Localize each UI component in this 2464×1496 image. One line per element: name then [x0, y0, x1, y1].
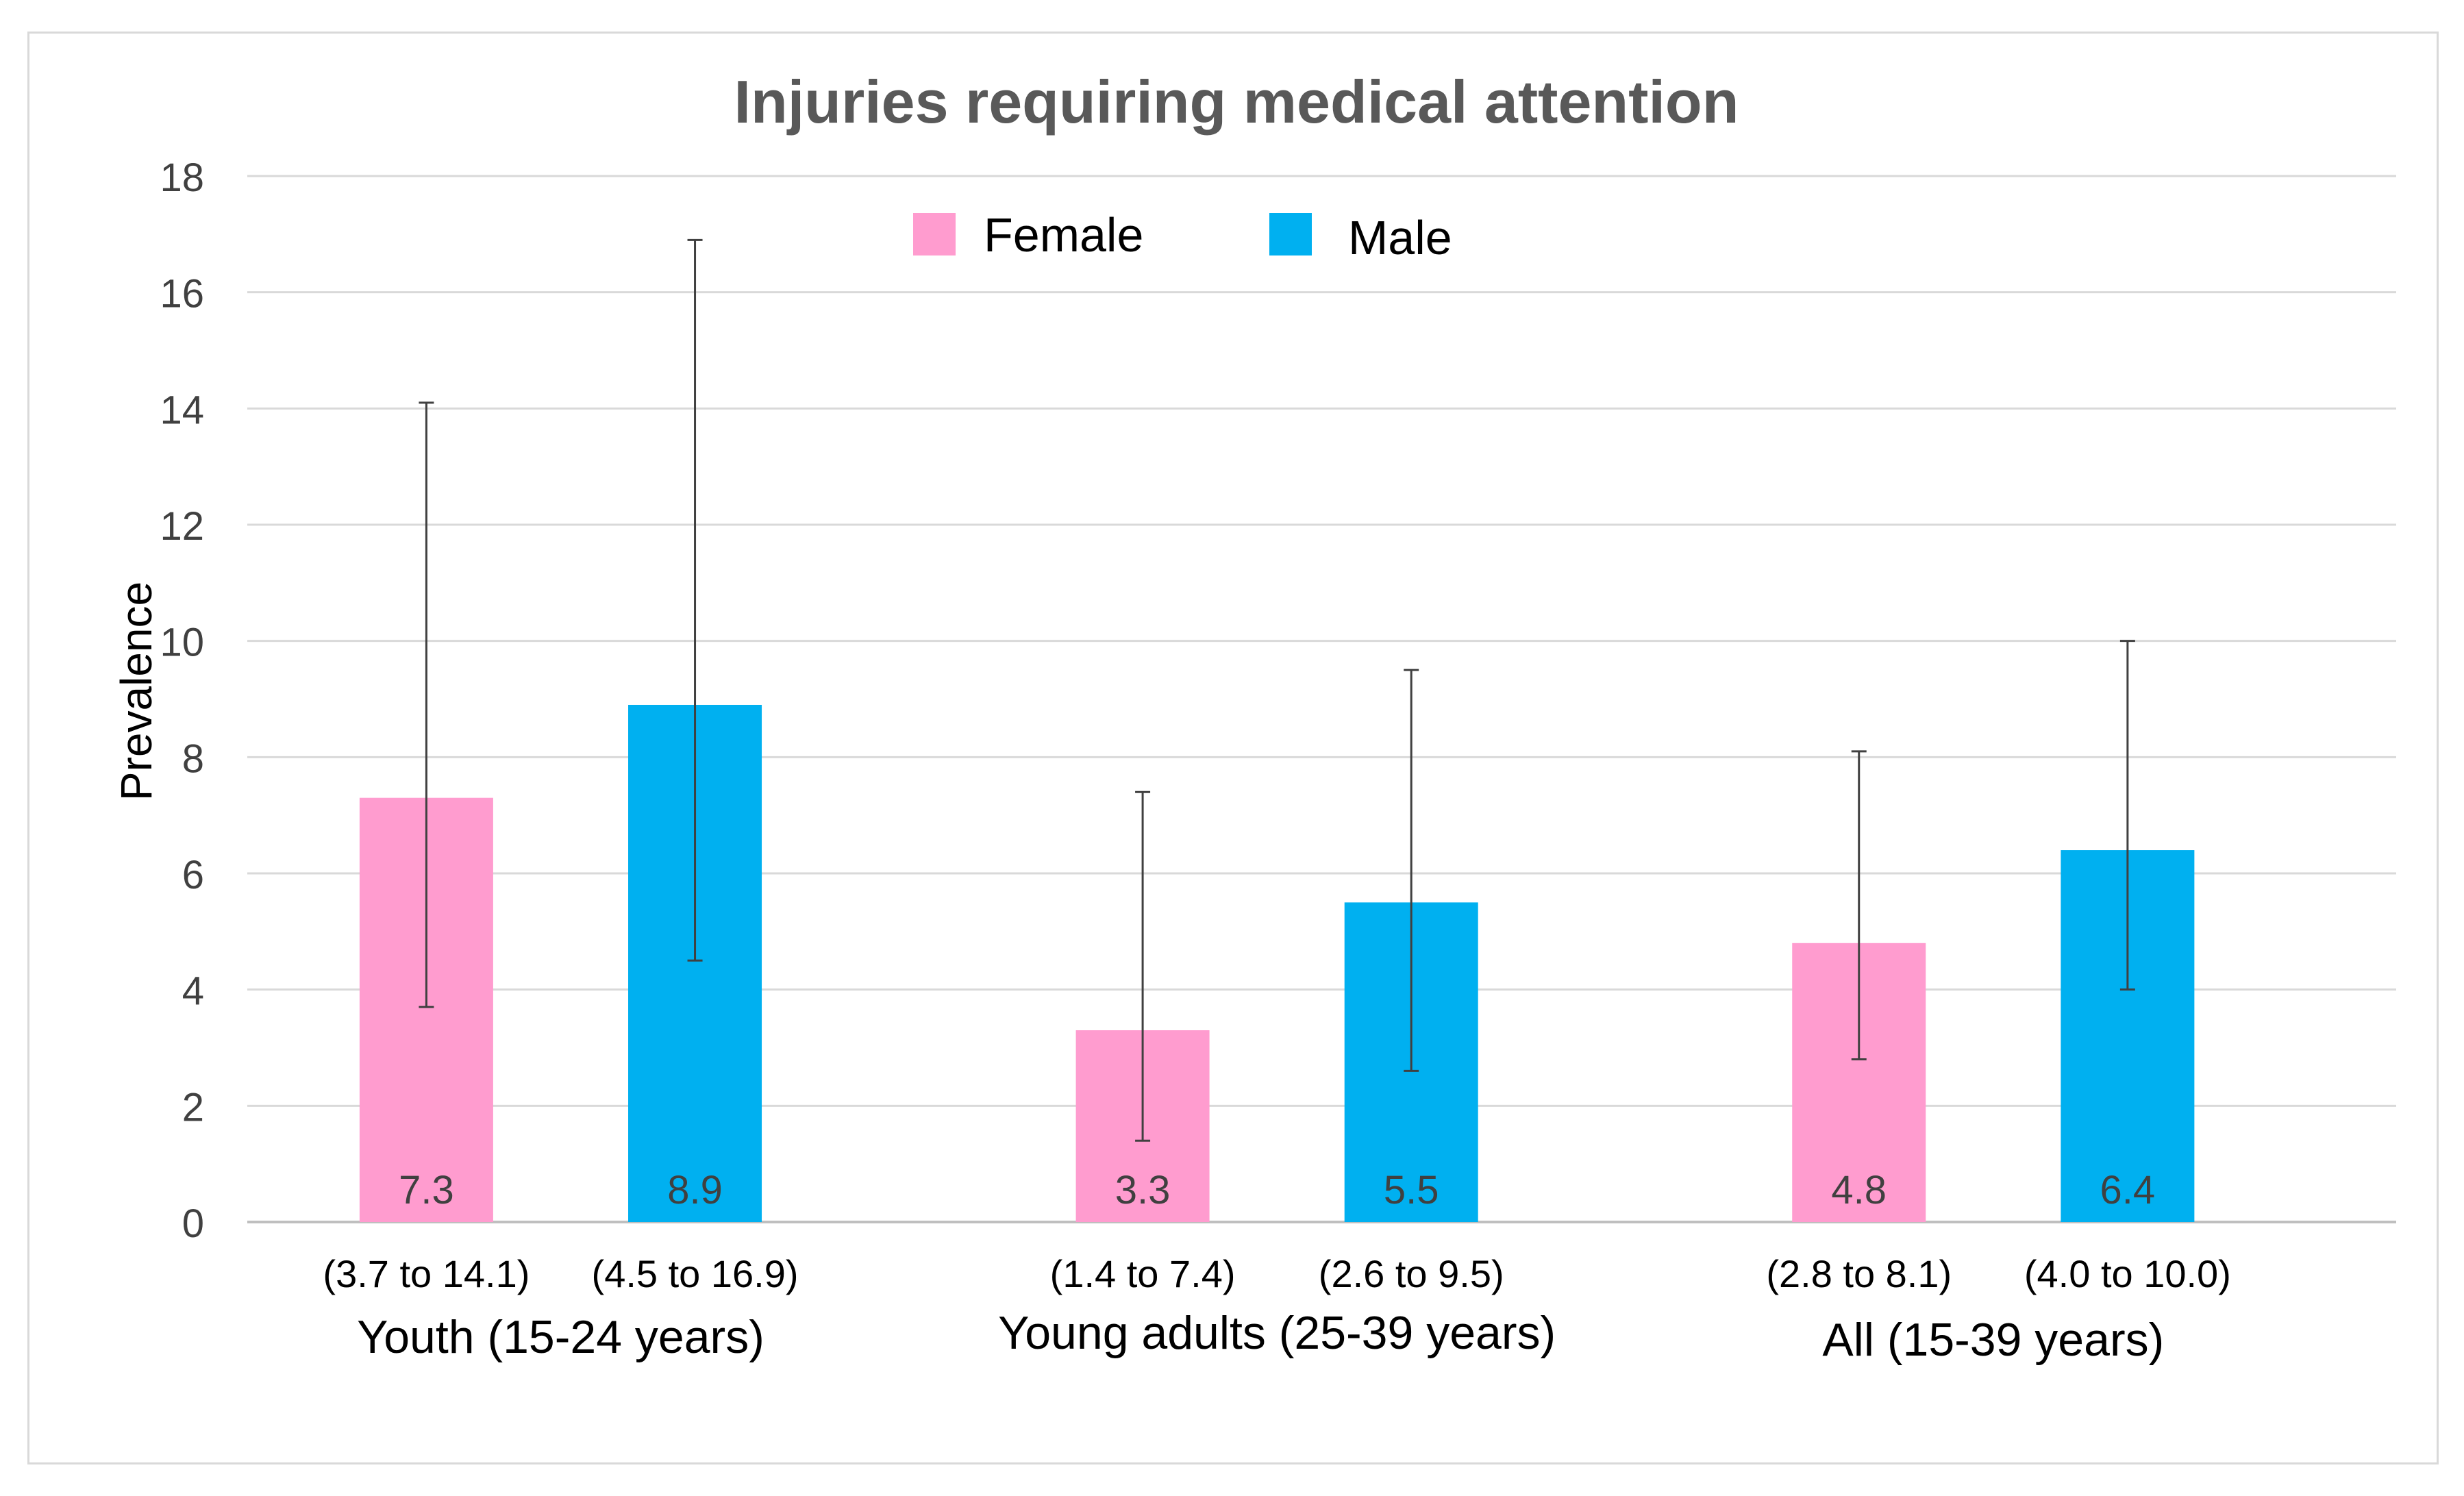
y-tick-label: 16: [160, 272, 204, 316]
ci-label: (2.8 to 8.1): [1766, 1252, 1952, 1295]
y-tick-label: 4: [182, 969, 204, 1014]
y-axis-label: Prevalence: [112, 582, 161, 801]
chart-title: Injuries requiring medical attention: [734, 68, 1739, 136]
ci-label: (3.7 to 14.1): [323, 1252, 530, 1295]
legend-label-female: Female: [984, 208, 1143, 262]
ci-label: (2.6 to 9.5): [1319, 1252, 1504, 1295]
x-category-label: All (15-39 years): [1822, 1314, 2164, 1366]
data-label: 3.3: [1115, 1168, 1171, 1212]
y-tick-label: 12: [160, 504, 204, 549]
bar-chart: 0 2 4 6 8 10 12 14 16 18 7.3 (3.7 to 14.1) 8.9 (4.5 t…: [112, 68, 2396, 1366]
x-category-label: Youth (15-24 years): [357, 1311, 764, 1363]
legend: Female Male: [913, 208, 1452, 264]
data-label: 7.3: [399, 1168, 454, 1212]
chart-frame: 0 2 4 6 8 10 12 14 16 18 7.3 (3.7 to 14.1) 8.9 (4.5 t…: [27, 32, 2439, 1464]
y-tick-label: 6: [182, 853, 204, 897]
y-tick-label: 14: [160, 388, 204, 432]
ci-label: (1.4 to 7.4): [1050, 1252, 1236, 1295]
data-label: 6.4: [2100, 1168, 2156, 1212]
legend-swatch-female: [913, 213, 956, 255]
ci-label: (4.0 to 10.0): [2024, 1252, 2231, 1295]
data-label: 5.5: [1384, 1168, 1439, 1212]
legend-label-male: Male: [1348, 211, 1452, 264]
y-tick-label: 10: [160, 621, 204, 665]
y-tick-label: 8: [182, 736, 204, 781]
y-tick-label: 0: [182, 1201, 204, 1246]
y-tick-label: 18: [160, 155, 204, 200]
data-label: 4.8: [1831, 1168, 1887, 1212]
y-tick-label: 2: [182, 1085, 204, 1130]
legend-swatch-male: [1269, 213, 1312, 255]
data-label: 8.9: [667, 1168, 723, 1212]
x-category-label: Young adults (25-39 years): [998, 1307, 1556, 1359]
ci-label: (4.5 to 16.9): [592, 1252, 799, 1295]
